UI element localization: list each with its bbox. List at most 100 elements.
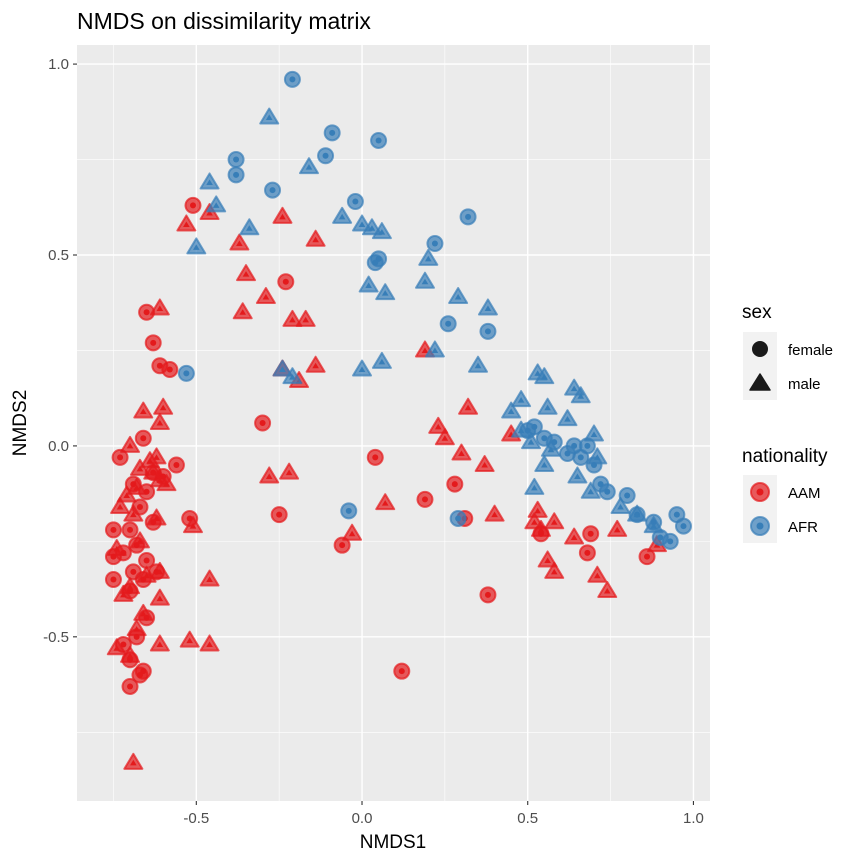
point-center [491, 511, 498, 518]
scatter-point-afr-male [580, 481, 601, 499]
point-center [126, 442, 134, 449]
point-center [127, 683, 134, 690]
point-center [673, 511, 680, 518]
scatter-point-aam-male [179, 630, 200, 648]
point-center [345, 507, 352, 514]
point-center [527, 439, 535, 445]
y-axis-ticks: -0.5 0.0 0.5 1.0 [43, 56, 77, 646]
scatter-point-aam-male [149, 413, 170, 430]
x-tick-label: -0.5 [183, 810, 209, 827]
point-center [143, 557, 150, 564]
point-center [329, 129, 336, 136]
point-center [206, 641, 213, 647]
scatter-point-afr-male [540, 439, 561, 457]
point-center [594, 454, 601, 460]
point-center [507, 408, 515, 415]
scatter-point-aam-male [199, 569, 220, 587]
point-center [441, 435, 449, 441]
scatter-point-aam-male [136, 565, 157, 583]
point-center [236, 240, 243, 247]
legend-nationality: nationality AAM AFR [742, 446, 828, 543]
point-center [445, 320, 452, 327]
scatter-point-afr-male [272, 359, 293, 377]
scatter-point-afr-male [371, 222, 392, 240]
scatter-point-aam-female [366, 448, 384, 466]
point-center [139, 610, 147, 617]
point-center [368, 225, 376, 231]
point-center [262, 294, 270, 300]
scatter-point-aam-female [582, 525, 600, 543]
x-tick-label: 1.0 [683, 810, 704, 827]
scatter-point-aam-male [305, 229, 326, 247]
scatter-point-aam-male [537, 550, 558, 568]
point-center [603, 588, 611, 594]
scatter-point-afr-female [177, 364, 195, 382]
scatter-point-afr-male [282, 367, 303, 385]
point-center [153, 454, 160, 460]
point-center [541, 435, 548, 442]
scatter-point-afr-female [449, 509, 467, 527]
scatter-point-afr-male [584, 424, 605, 442]
legend-sex: sex female male [742, 302, 833, 400]
point-center [547, 446, 555, 453]
scatter-point-afr-male [610, 497, 631, 514]
legend-label-aam: AAM [788, 485, 821, 502]
x-axis-ticks: -0.5 0.0 0.5 1.0 [183, 801, 704, 827]
scatter-point-aam-female [111, 448, 129, 466]
plot-panel [77, 45, 710, 801]
point-center [424, 255, 432, 262]
scatter-point-aam-female [131, 666, 149, 684]
point-center [421, 347, 429, 353]
scatter-point-aam-female [184, 196, 202, 214]
point-center [322, 152, 329, 159]
scatter-point-aam-male [176, 214, 197, 232]
scatter-point-aam-male [597, 581, 618, 598]
point-center [540, 374, 548, 380]
scatter-point-aam-female [638, 548, 656, 566]
point-center [289, 316, 296, 323]
point-center [133, 484, 140, 491]
minor-gridlines [77, 45, 710, 801]
y-tick-label: 1.0 [48, 56, 69, 73]
point-center [381, 290, 389, 296]
point-center [312, 362, 319, 369]
scatter-point-aam-male [123, 504, 144, 522]
point-center [617, 504, 624, 510]
scatter-point-afr-male [521, 432, 542, 450]
point-center [570, 385, 578, 392]
point-center [372, 259, 379, 266]
point-center [481, 462, 488, 468]
scatter-point-aam-male [182, 516, 203, 534]
point-center [540, 462, 548, 468]
point-center [577, 454, 584, 461]
scatter-point-aam-male [295, 309, 316, 327]
point-center [358, 221, 366, 227]
scatter-point-aam-male [564, 527, 585, 545]
scatter-point-aam-male [116, 485, 137, 503]
point-center [123, 492, 131, 499]
y-tick-label: -0.5 [43, 629, 69, 646]
point-center [650, 523, 657, 529]
point-center [531, 423, 538, 430]
scatter-point-afr-male [418, 248, 439, 266]
scatter-point-aam-male [126, 619, 147, 637]
point-center [269, 187, 276, 194]
point-center [421, 496, 428, 503]
scatter-point-aam-male [149, 634, 170, 652]
scatter-point-afr-male [414, 271, 435, 289]
point-center [130, 511, 137, 518]
point-center [206, 576, 213, 583]
legend-afr-dot [756, 522, 764, 530]
legend-label-male: male [788, 376, 821, 393]
point-center [474, 362, 482, 369]
scatter-point-aam-female [416, 490, 434, 508]
point-center [186, 637, 193, 644]
point-center [594, 572, 601, 579]
scatter-point-afr-male [424, 340, 445, 358]
point-center [136, 672, 143, 678]
scatter-point-aam-male [342, 523, 363, 541]
scatter-point-aam-male [133, 603, 154, 621]
point-center [156, 305, 164, 311]
scatter-point-aam-male [113, 584, 134, 602]
point-center [233, 171, 240, 178]
